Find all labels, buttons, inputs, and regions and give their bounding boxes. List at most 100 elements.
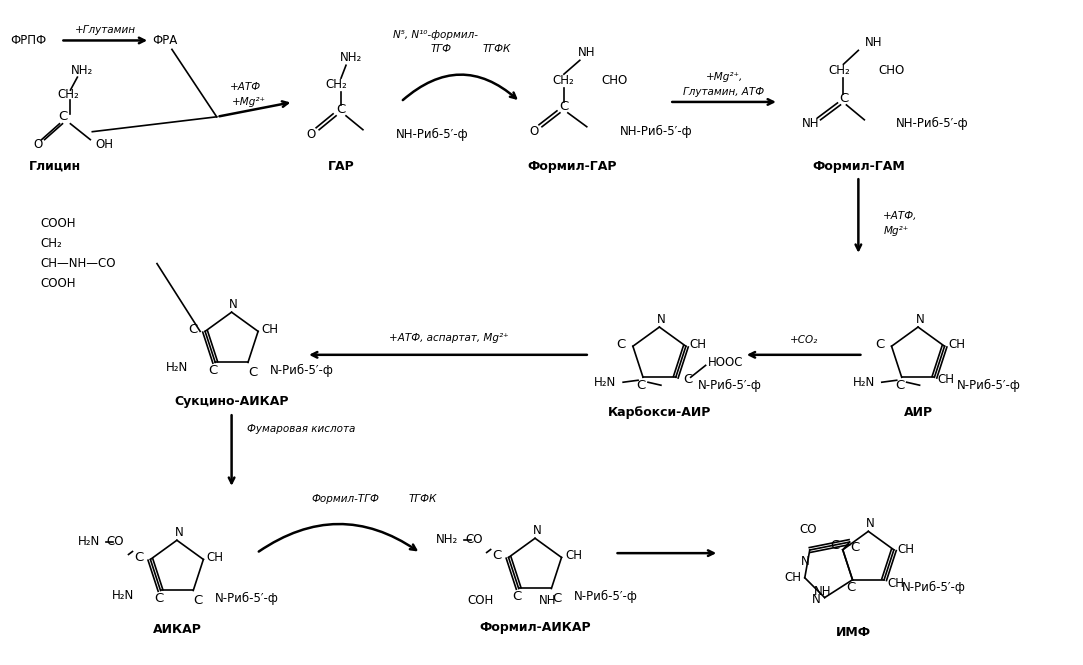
Text: C: C [637,378,645,392]
Text: Формил-ТГФ: Формил-ТГФ [311,493,379,503]
Text: NH-Риб-5′-ф: NH-Риб-5′-ф [395,128,468,141]
Text: +АТФ, аспартат, Mg²⁺: +АТФ, аспартат, Mg²⁺ [389,333,508,343]
Text: ФРПФ: ФРПФ [11,34,47,47]
Text: CH: CH [565,549,582,562]
Text: N-Риб-5′-ф: N-Риб-5′-ф [573,590,637,603]
Text: CH: CH [888,577,904,591]
Text: +Глутамин: +Глутамин [75,25,135,35]
Text: H₂N: H₂N [167,361,188,374]
Text: CHO: CHO [878,64,904,76]
Text: ТГФ: ТГФ [431,45,452,55]
Text: C: C [616,338,626,350]
Text: CH₂: CH₂ [325,78,347,90]
Text: C: C [875,338,884,350]
Text: C: C [512,590,521,603]
Text: Карбокси-АИР: Карбокси-АИР [608,406,712,419]
Text: C: C [188,323,198,336]
Text: N-Риб-5′-ф: N-Риб-5′-ф [216,592,279,605]
Text: +Mg²⁺,: +Mg²⁺, [705,72,743,82]
Text: C: C [248,366,258,379]
Text: OH: OH [95,138,114,151]
Text: N-Риб-5′-ф: N-Риб-5′-ф [902,581,966,595]
Text: NH₂: NH₂ [71,64,93,76]
Text: NH₂: NH₂ [340,51,362,64]
Text: N: N [174,526,183,539]
Text: АИКАР: АИКАР [153,623,201,636]
Text: O: O [32,138,42,151]
Text: C: C [831,539,839,553]
Text: N-Риб-5′-ф: N-Риб-5′-ф [270,364,334,377]
Text: C: C [551,592,561,605]
Text: C: C [337,103,345,116]
Text: Фумаровая кислота: Фумаровая кислота [247,424,355,434]
Text: C: C [154,592,164,605]
Text: C: C [895,378,904,392]
Text: NH-Риб-5′-ф: NH-Риб-5′-ф [619,125,692,138]
Text: NH-Риб-5′-ф: NH-Риб-5′-ф [896,117,969,130]
Text: N: N [866,517,875,530]
Text: CO: CO [799,523,817,537]
Text: CH: CH [689,338,706,350]
Text: CH: CH [261,323,278,336]
Text: ТГФК: ТГФК [482,45,511,55]
Text: +АТФ,: +АТФ, [884,211,917,221]
Text: NH: NH [801,117,820,130]
Text: COOH: COOH [40,217,76,230]
Text: C: C [209,364,218,377]
Text: COH: COH [468,594,494,607]
Text: N: N [230,298,238,311]
Text: ФРА: ФРА [152,34,178,47]
Text: Формил-АИКАР: Формил-АИКАР [479,621,591,634]
Text: H₂N: H₂N [78,535,100,548]
Text: COOH: COOH [40,277,76,290]
Text: ТГФК: ТГФК [408,493,438,503]
Text: H₂N: H₂N [852,376,875,389]
Text: N-Риб-5′-ф: N-Риб-5′-ф [697,378,761,392]
Text: CH₂: CH₂ [40,237,63,250]
Text: CH₂: CH₂ [57,88,79,100]
Text: АИР: АИР [903,406,932,419]
Text: NH: NH [864,36,882,49]
Text: ИМФ: ИМФ [836,626,871,639]
Text: Глутамин, АТФ: Глутамин, АТФ [683,87,765,97]
Text: Сукцино-АИКАР: Сукцино-АИКАР [174,395,289,408]
Text: CHO: CHO [602,74,628,86]
Text: C: C [492,549,501,562]
Text: N-Риб-5′-ф: N-Риб-5′-ф [956,378,1020,392]
Text: CH: CH [938,373,955,386]
Text: NH: NH [538,594,556,607]
Text: N: N [533,524,542,537]
Text: NH: NH [578,46,596,59]
Text: NH: NH [814,585,832,598]
Text: CO: CO [107,535,125,548]
Text: N: N [657,313,666,326]
Text: CH: CH [784,571,801,585]
Text: ГАР: ГАР [328,160,354,173]
Text: Глицин: Глицин [28,160,80,173]
Text: C: C [839,92,848,106]
Text: H₂N: H₂N [112,589,134,602]
Text: CH₂: CH₂ [828,64,850,76]
Text: N: N [812,593,821,606]
Text: NH₂: NH₂ [435,533,458,546]
Text: HOOC: HOOC [708,356,743,369]
Text: C: C [194,594,203,607]
Text: +CO₂: +CO₂ [790,335,818,345]
Text: Mg²⁺: Mg²⁺ [884,226,909,236]
Text: CO: CO [465,533,482,546]
Text: C: C [134,551,143,564]
Text: N: N [915,313,925,326]
Text: H₂N: H₂N [595,376,616,389]
Text: N: N [800,555,809,569]
Text: CH: CH [948,338,965,350]
Text: CH: CH [207,551,224,564]
Text: C: C [683,373,692,386]
Text: CH₂: CH₂ [552,74,574,86]
Text: O: O [530,125,538,138]
Text: C: C [57,110,67,123]
Text: O: O [306,128,316,141]
Text: CH—NH—CO: CH—NH—CO [40,257,116,270]
Text: +АТФ: +АТФ [230,82,261,92]
Text: N⁵, N¹⁰-формил-: N⁵, N¹⁰-формил- [393,29,478,39]
Text: CH: CH [898,543,914,557]
